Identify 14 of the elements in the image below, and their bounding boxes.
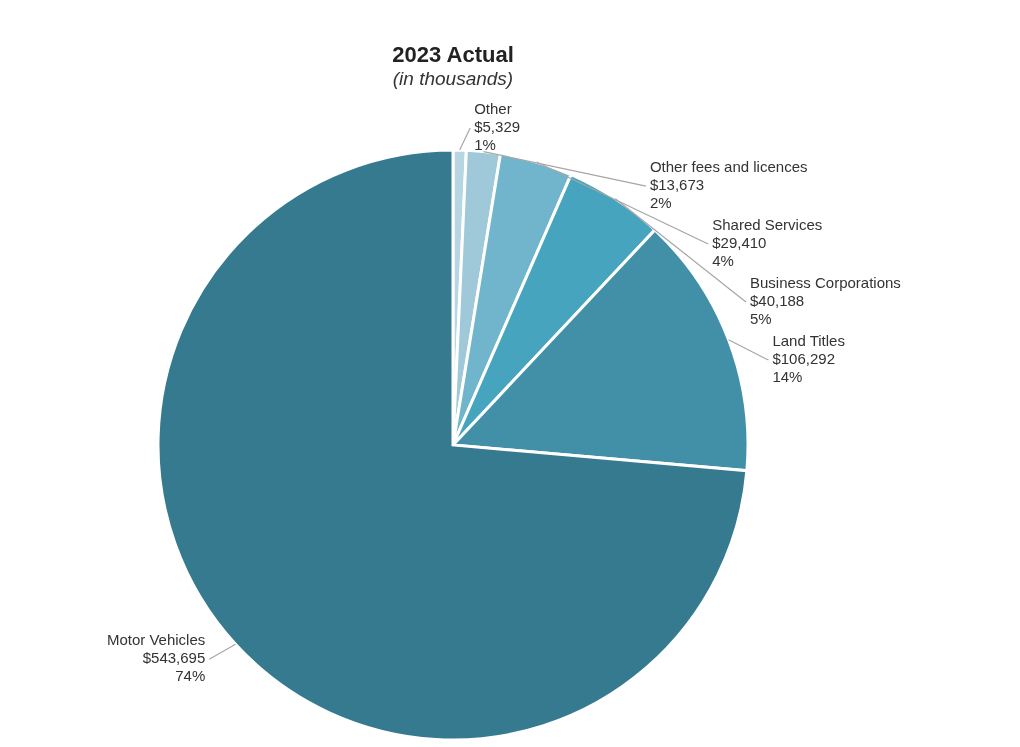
- slice-label: Motor Vehicles: [106, 631, 206, 649]
- data-label: $5,329 1%: [474, 118, 521, 154]
- slice-label: Business Corporations: [749, 274, 901, 292]
- data-label: $106,292 14%: [772, 350, 835, 386]
- slice-label: Other: [474, 100, 512, 118]
- data-label: $40,188 5%: [749, 292, 805, 328]
- data-label: $13,673 2%: [649, 176, 705, 212]
- chart-subtitle: (in thousands): [392, 68, 514, 90]
- slice-label: Shared Services: [712, 216, 823, 234]
- slice-label: Land Titles: [772, 332, 845, 350]
- data-label: $29,410 4%: [712, 234, 767, 270]
- slice-label: Other fees and licences: [649, 158, 808, 176]
- data-label: $543,695 74%: [142, 649, 206, 685]
- chart-title: 2023 Actual: [392, 42, 514, 68]
